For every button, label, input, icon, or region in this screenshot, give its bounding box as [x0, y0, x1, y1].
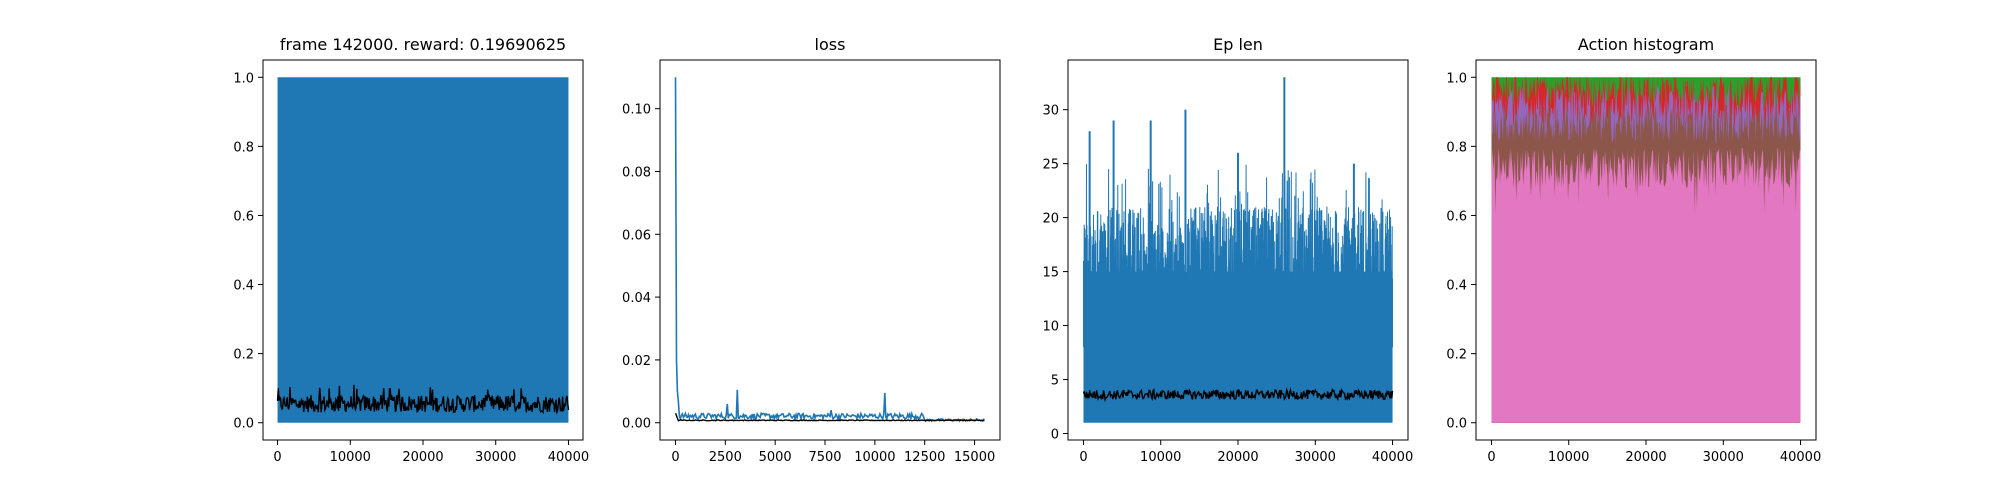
series-layer: [276, 77, 570, 423]
action-area-1: [1491, 147, 1801, 423]
y-tick-label: 0.04: [622, 291, 651, 306]
x-tick-label: 40000: [1780, 450, 1821, 465]
chart-title: loss: [815, 35, 846, 54]
loss-running-mean: [674, 413, 985, 422]
y-tick-label: 0.4: [1446, 279, 1467, 294]
y-tick-label: 0.8: [1446, 140, 1467, 155]
y-tick-label: 0.08: [622, 165, 651, 180]
y-tick-label: 5: [1051, 374, 1059, 389]
y-tick-label: 30: [1042, 104, 1059, 119]
x-tick-label: 12500: [904, 450, 945, 465]
x-tick-label: 0: [273, 450, 281, 465]
x-tick-label: 20000: [1625, 450, 1666, 465]
chart-panel-4: Action histogram 0 10000 20000 30000 40000 0.0…: [1446, 35, 1821, 465]
x-tick-label: 0: [671, 450, 679, 465]
chart-title: Action histogram: [1578, 35, 1714, 54]
y-tick-label: 0.10: [622, 103, 651, 118]
y-tick-label: 0.2: [233, 348, 254, 363]
y-tick-label: 10: [1042, 320, 1059, 335]
y-tick-label: 0.00: [622, 417, 651, 432]
y-tick-label: 25: [1042, 158, 1059, 173]
reward-running-mean: [276, 384, 570, 415]
y-tick-label: 0.6: [233, 209, 254, 224]
x-tick-label: 10000: [1140, 450, 1181, 465]
chart-title: frame 142000. reward: 0.19690625: [280, 35, 566, 54]
y-tick-label: 1.0: [1446, 71, 1467, 86]
x-tick-label: 15000: [954, 450, 995, 465]
y-tick-label: 20: [1042, 212, 1059, 227]
chart-title: Ep len: [1213, 35, 1263, 54]
x-tick-label: 30000: [475, 450, 516, 465]
x-tick-label: 20000: [402, 450, 443, 465]
x-tick-label: 40000: [1372, 450, 1413, 465]
x-tick-label: 0: [1487, 450, 1495, 465]
loss-series: [674, 77, 985, 423]
series-layer: [1082, 77, 1394, 423]
chart-panel-1: frame 142000. reward: 0.19690625 0 10000 20…: [233, 35, 589, 465]
y-tick-label: 0.2: [1446, 348, 1467, 363]
eplen-series-peaks: [1083, 164, 1393, 348]
y-tick-label: 0.06: [622, 228, 651, 243]
chart-panel-3: Ep len 0 10000 20000 30000 40000 0 5 10 15 20 25 30: [1042, 35, 1413, 465]
y-tick-label: 0.0: [233, 417, 254, 432]
x-tick-label: 5000: [759, 450, 792, 465]
y-tick-label: 0.0: [1446, 417, 1467, 432]
x-tick-label: 20000: [1217, 450, 1258, 465]
reward-series-band: [277, 77, 569, 423]
axes-frame: [659, 59, 1001, 441]
x-tick-label: 0: [1079, 450, 1087, 465]
y-tick-label: 15: [1042, 266, 1059, 281]
x-tick-label: 40000: [548, 450, 589, 465]
x-tick-label: 10000: [1548, 450, 1589, 465]
chart-panel-2: loss 0 2500 5000 7500 10000 12500 15000 0.00 0.02…: [622, 35, 1001, 465]
x-tick-label: 2500: [709, 450, 742, 465]
y-tick-label: 0.02: [622, 354, 651, 369]
x-tick-label: 10000: [330, 450, 371, 465]
x-tick-label: 30000: [1703, 450, 1744, 465]
y-tick-label: 1.0: [233, 71, 254, 86]
y-tick-label: 0.8: [233, 140, 254, 155]
x-tick-label: 10000: [854, 450, 895, 465]
x-tick-label: 7500: [808, 450, 841, 465]
eplen-running-mean: [1082, 387, 1394, 403]
y-tick-label: 0.4: [233, 279, 254, 294]
series-layer: [674, 77, 985, 423]
x-tick-label: 30000: [1295, 450, 1336, 465]
series-layer: [1491, 77, 1801, 423]
y-tick-label: 0: [1051, 428, 1059, 443]
y-tick-label: 0.6: [1446, 209, 1467, 224]
